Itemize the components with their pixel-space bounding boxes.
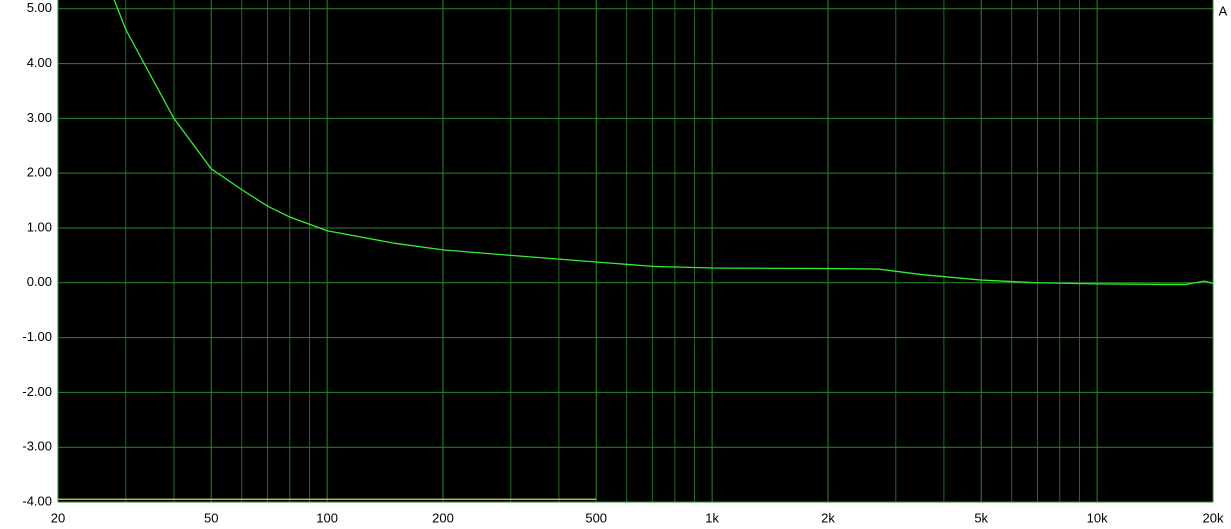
- y-tick-label: -3.00: [22, 439, 52, 454]
- y-tick-label: 1.00: [27, 219, 52, 234]
- y-tick-label: -4.00: [22, 493, 52, 508]
- series-line: [113, 0, 1214, 286]
- plot-background: [58, 0, 1213, 502]
- x-tick-label: 100: [316, 510, 338, 525]
- x-tick-label: 2k: [821, 510, 835, 525]
- x-tick-label: 50: [204, 510, 218, 525]
- x-tick-label: 1k: [705, 510, 719, 525]
- y-tick-label: 3.00: [27, 110, 52, 125]
- y-tick-label: 4.00: [27, 55, 52, 70]
- y-tick-label: 0.00: [27, 274, 52, 289]
- x-tick-label: 500: [585, 510, 607, 525]
- x-tick-label: 10k: [1087, 510, 1108, 525]
- y-tick-label: 5.00: [27, 0, 52, 15]
- annotation: A: [1219, 3, 1228, 18]
- x-tick-label: 200: [432, 510, 454, 525]
- y-tick-label: 2.00: [27, 165, 52, 180]
- y-tick-label: -1.00: [22, 329, 52, 344]
- x-tick-label: 5k: [974, 510, 988, 525]
- x-tick-label: 20k: [1203, 510, 1224, 525]
- y-tick-label: -2.00: [22, 384, 52, 399]
- x-tick-label: 20: [51, 510, 65, 525]
